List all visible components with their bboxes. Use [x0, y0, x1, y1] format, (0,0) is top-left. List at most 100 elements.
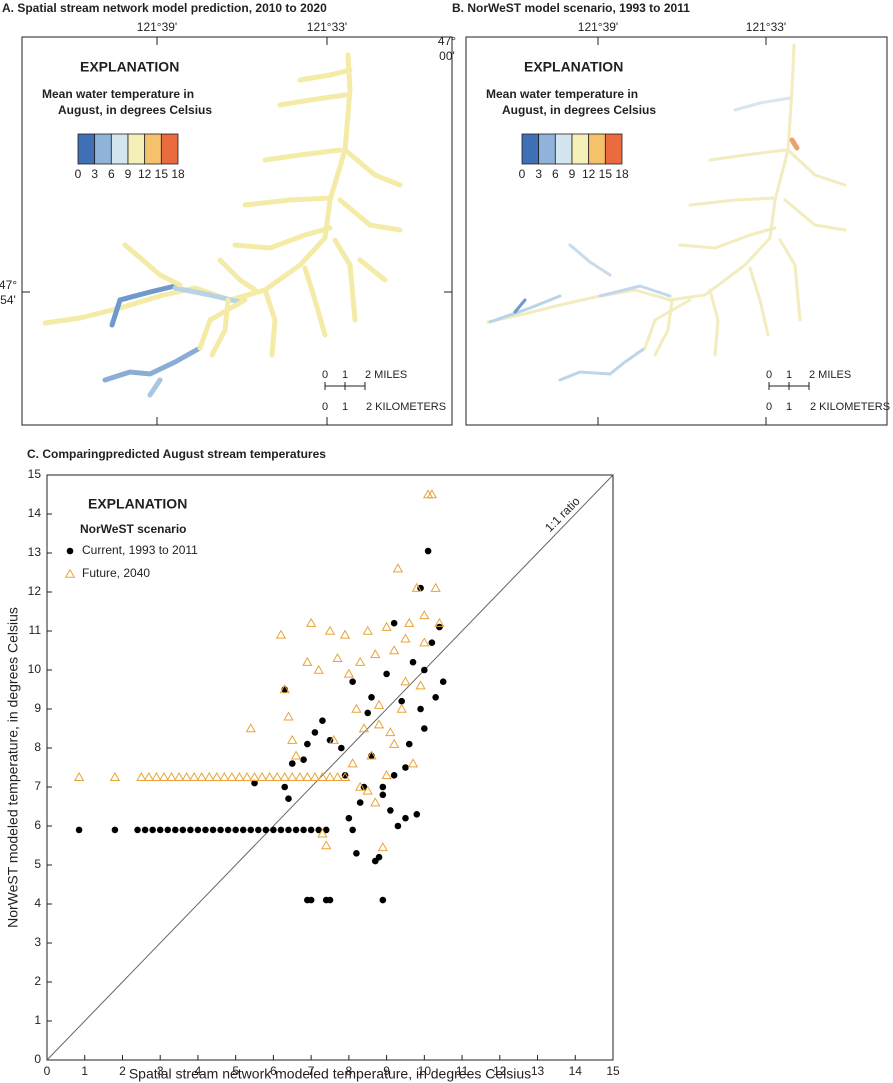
- data-point: [292, 826, 300, 834]
- y-tick-label: 15: [28, 467, 42, 481]
- data-point: [419, 610, 430, 620]
- data-point: [307, 896, 315, 904]
- data-point: [381, 769, 392, 780]
- data-point: [319, 717, 326, 724]
- x-tick-label: 12: [493, 1064, 507, 1078]
- colorbar-tick-label: 0: [75, 167, 82, 181]
- data-point: [366, 750, 377, 760]
- data-point: [362, 785, 373, 795]
- data-point: [332, 652, 343, 663]
- data-point: [353, 850, 360, 857]
- legend-subtitle: Mean water temperature in: [42, 87, 194, 101]
- data-point: [234, 771, 245, 781]
- data-point: [211, 771, 222, 781]
- x-tick-label: 10: [418, 1064, 432, 1078]
- data-point: [421, 725, 428, 732]
- data-point: [326, 896, 334, 904]
- legend-title: EXPLANATION: [524, 59, 623, 75]
- data-point: [173, 771, 185, 781]
- latitude-label: 00': [439, 49, 455, 63]
- reference-line: [46, 474, 614, 1061]
- data-point: [188, 771, 200, 781]
- data-point: [256, 771, 268, 781]
- colorbar-tick-label: 15: [155, 167, 169, 181]
- data-point: [285, 826, 292, 834]
- data-point: [324, 625, 336, 635]
- colorbar-tick-label: 6: [108, 167, 115, 181]
- data-point: [287, 771, 298, 781]
- scale-label: 0: [322, 369, 328, 381]
- data-point: [156, 826, 164, 834]
- colorbar-tick-label: 15: [599, 167, 613, 181]
- data-point: [379, 783, 387, 791]
- x-tick-label: 11: [456, 1064, 469, 1078]
- data-point: [317, 828, 328, 838]
- data-point: [239, 826, 247, 834]
- panel-title: A. Spatial stream network model predicti…: [2, 1, 327, 15]
- data-point: [415, 680, 426, 690]
- data-point: [421, 666, 428, 674]
- chart-title: C. Comparingpredicted August stream temp…: [27, 447, 326, 461]
- data-point: [381, 621, 392, 631]
- data-point: [370, 649, 381, 659]
- data-point: [245, 723, 256, 733]
- map-frame: [465, 36, 888, 426]
- data-point: [75, 826, 83, 834]
- data-point: [290, 750, 302, 760]
- stream-network-a: [42, 52, 403, 398]
- data-point: [204, 771, 215, 781]
- data-point: [439, 678, 447, 685]
- data-point: [171, 826, 179, 834]
- data-point: [217, 826, 224, 834]
- latitude-label: 47°: [0, 278, 17, 292]
- data-point: [328, 734, 339, 744]
- data-point: [417, 705, 424, 713]
- data-point: [404, 617, 415, 627]
- colorbar-swatch: [571, 133, 590, 165]
- legend-marker: [66, 547, 74, 555]
- data-point: [202, 826, 209, 834]
- data-point: [324, 771, 336, 781]
- colorbar-swatch: [538, 133, 556, 165]
- data-point: [304, 740, 311, 748]
- colorbar-swatch: [110, 133, 129, 165]
- data-point: [426, 489, 438, 499]
- x-tick-label: 13: [531, 1064, 545, 1078]
- data-point: [164, 826, 172, 834]
- x-tick-label: 8: [346, 1064, 353, 1078]
- data-point: [270, 826, 277, 834]
- data-point: [300, 826, 307, 834]
- data-point: [405, 740, 413, 748]
- legend-subtitle: August, in degrees Celsius: [502, 103, 656, 117]
- data-point: [407, 758, 419, 768]
- scale-label: 1: [786, 369, 792, 381]
- data-point: [287, 734, 298, 744]
- data-point: [345, 814, 353, 822]
- y-tick-label: 9: [34, 701, 41, 715]
- data-point: [332, 771, 343, 781]
- colorbar-tick-label: 12: [138, 167, 152, 181]
- legend-label: Future, 2040: [82, 566, 150, 580]
- latitude-label: 47°: [438, 34, 456, 48]
- x-tick-label: 6: [270, 1064, 277, 1078]
- data-point: [143, 771, 155, 781]
- x-tick-label: 7: [308, 1064, 315, 1078]
- panel-title: B. NorWeST model scenario, 1993 to 2011: [452, 1, 690, 15]
- data-point: [349, 826, 356, 834]
- data-point: [311, 729, 319, 736]
- data-point: [247, 826, 255, 834]
- colorbar-tick-label: 18: [615, 167, 629, 181]
- data-point: [377, 842, 388, 852]
- x-tick-label: 5: [232, 1064, 239, 1078]
- data-point: [347, 758, 358, 768]
- x-tick-label: 2: [119, 1064, 126, 1078]
- data-point: [370, 797, 381, 807]
- data-point: [339, 629, 351, 639]
- data-point: [264, 771, 275, 781]
- x-tick-label: 0: [44, 1064, 51, 1078]
- data-point: [400, 633, 411, 643]
- data-point: [272, 771, 283, 781]
- data-point: [111, 826, 119, 834]
- data-point: [419, 637, 430, 647]
- colorbar-swatch: [604, 133, 623, 165]
